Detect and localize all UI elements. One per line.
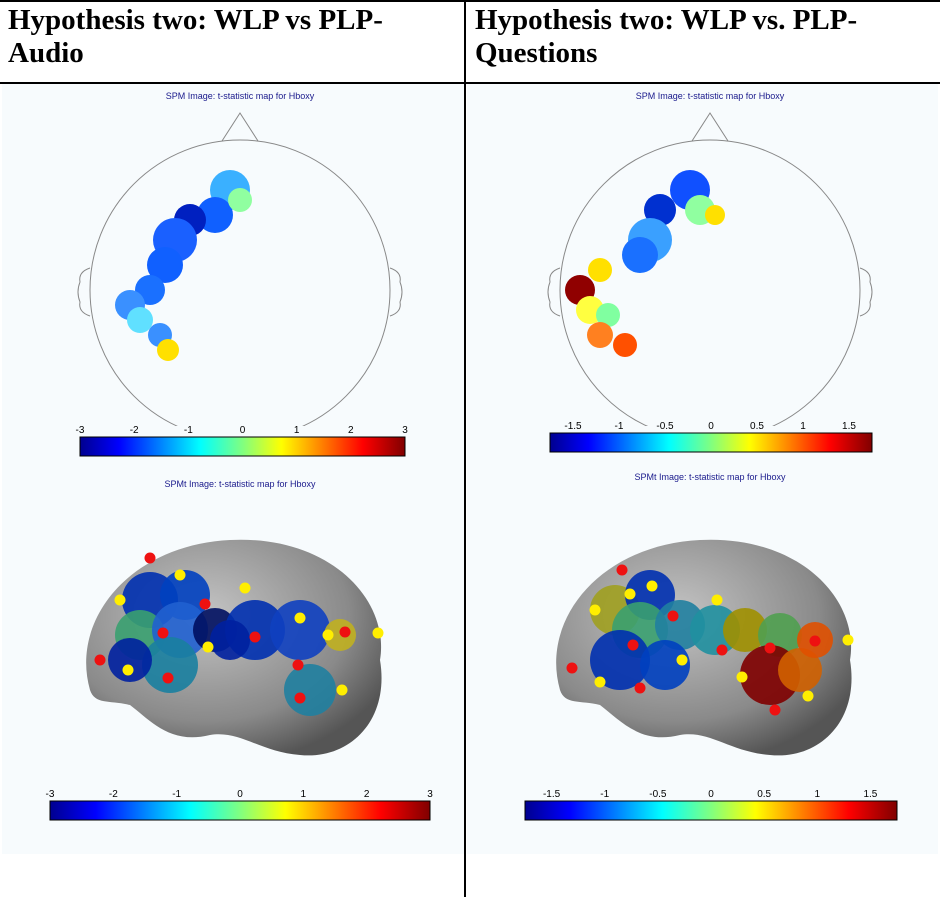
activation-blob xyxy=(127,307,153,333)
colorbar-tick-label: 2 xyxy=(348,425,354,436)
channel-dot xyxy=(668,611,679,622)
colorbar-tick-label: -3 xyxy=(76,425,85,436)
colorbar-tick-label: 1.5 xyxy=(842,421,856,432)
activation-blob xyxy=(157,339,179,361)
activation-blob xyxy=(705,205,725,225)
channel-dot xyxy=(590,605,601,616)
channel-dot xyxy=(567,663,578,674)
channel-dot xyxy=(295,613,306,624)
colorbar xyxy=(550,433,872,452)
colorbar-tick-label: 0.5 xyxy=(757,789,771,800)
channel-dot xyxy=(765,643,776,654)
channel-dot xyxy=(712,595,723,606)
activation-patch xyxy=(210,620,250,660)
channel-dot xyxy=(293,660,304,671)
colorbar-tick-label: -2 xyxy=(109,789,118,800)
channel-dot xyxy=(843,635,854,646)
channel-dot xyxy=(250,632,261,643)
map-title: SPM Image: t-statistic map for Hboxy xyxy=(166,91,315,101)
activation-patch xyxy=(284,664,336,716)
activation-blob xyxy=(228,188,252,212)
colorbar-tick-label: 3 xyxy=(402,425,408,436)
channel-dot xyxy=(323,630,334,641)
channel-dot xyxy=(635,683,646,694)
channel-dot xyxy=(115,595,126,606)
channel-dot xyxy=(240,583,251,594)
channel-dot xyxy=(145,553,156,564)
channel-dot xyxy=(595,677,606,688)
colorbar-tick-label: 0.5 xyxy=(750,421,764,432)
map-title: SPMt Image: t-statistic map for Hboxy xyxy=(164,479,316,489)
colorbar-tick-label: -1.5 xyxy=(543,789,561,800)
figure: SPM Image: t-statistic map for Hboxy -3 -2… xyxy=(0,0,940,897)
colorbar-tick-label: 1 xyxy=(301,789,307,800)
map-title: SPMt Image: t-statistic map for Hboxy xyxy=(634,472,786,482)
channel-dot xyxy=(200,599,211,610)
channel-dot xyxy=(770,705,781,716)
channel-dot xyxy=(123,665,134,676)
colorbar-tick-label: -1 xyxy=(615,421,624,432)
colorbar-tick-label: 0 xyxy=(237,789,243,800)
colorbar-tick-label: 1 xyxy=(294,425,300,436)
channel-dot xyxy=(803,691,814,702)
colorbar-tick-label: 0 xyxy=(240,425,246,436)
colorbar-tick-label: 1.5 xyxy=(863,789,877,800)
channel-dot xyxy=(717,645,728,656)
colorbar-tick-label: -0.5 xyxy=(656,421,674,432)
colorbar xyxy=(80,437,405,456)
colorbar-tick-label: 3 xyxy=(427,789,433,800)
activation-blob xyxy=(613,333,637,357)
channel-dot xyxy=(628,640,639,651)
channel-dot xyxy=(677,655,688,666)
channel-dot xyxy=(203,642,214,653)
channel-dot xyxy=(340,627,351,638)
colorbar xyxy=(50,801,430,820)
activation-blob xyxy=(588,258,612,282)
activation-patch xyxy=(108,638,152,682)
map-title: SPM Image: t-statistic map for Hboxy xyxy=(636,91,785,101)
colorbar-tick-label: 0 xyxy=(708,421,714,432)
channel-dot xyxy=(647,581,658,592)
channel-dot xyxy=(158,628,169,639)
channel-dot xyxy=(95,655,106,666)
activation-blob xyxy=(587,322,613,348)
channel-dot xyxy=(295,693,306,704)
channel-dot xyxy=(163,673,174,684)
activation-patch xyxy=(270,600,330,660)
colorbar-tick-label: -0.5 xyxy=(649,789,667,800)
colorbar-tick-label: -1 xyxy=(184,425,193,436)
channel-dot xyxy=(810,636,821,647)
channel-dot xyxy=(337,685,348,696)
page: {"columns": [ {"header": "Hypothesis two… xyxy=(0,0,940,897)
colorbar xyxy=(525,801,897,820)
colorbar-tick-label: -1.5 xyxy=(564,421,582,432)
activation-blob xyxy=(622,237,658,273)
colorbar-tick-label: 1 xyxy=(800,421,806,432)
colorbar-tick-label: -1 xyxy=(600,789,609,800)
channel-dot xyxy=(625,589,636,600)
colorbar-tick-label: 1 xyxy=(815,789,821,800)
channel-dot xyxy=(617,565,628,576)
colorbar-tick-label: 2 xyxy=(364,789,370,800)
colorbar-tick-label: -2 xyxy=(130,425,139,436)
colorbar-tick-label: -1 xyxy=(172,789,181,800)
channel-dot xyxy=(737,672,748,683)
channel-dot xyxy=(175,570,186,581)
colorbar-tick-label: -3 xyxy=(46,789,55,800)
channel-dot xyxy=(373,628,384,639)
colorbar-tick-label: 0 xyxy=(708,789,714,800)
